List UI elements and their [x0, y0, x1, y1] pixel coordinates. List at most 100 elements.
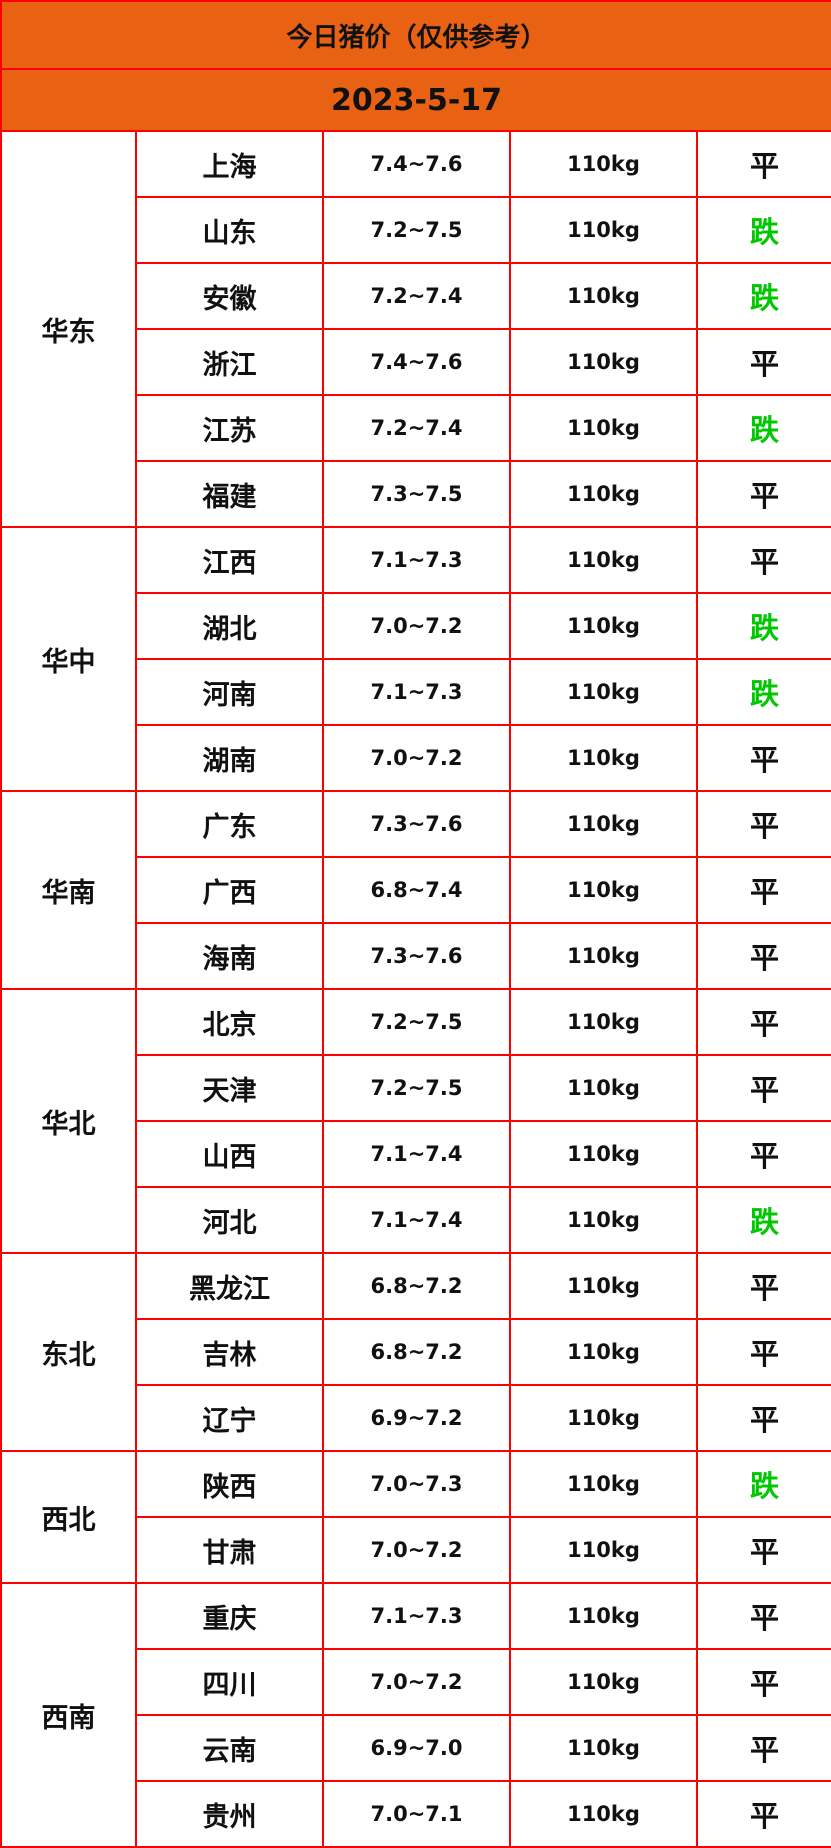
price-cell: 7.0~7.3 — [322, 1450, 511, 1518]
trend-cell: 平 — [695, 1780, 831, 1848]
weight-cell: 110kg — [509, 1252, 698, 1320]
province-cell: 广西 — [135, 856, 324, 924]
weight-cell: 110kg — [509, 1516, 698, 1584]
weight-cell: 110kg — [509, 130, 698, 198]
table-row: 湖南 7.0~7.2 110kg 平 — [1, 724, 831, 792]
trend-cell: 平 — [695, 526, 831, 594]
province-cell: 天津 — [135, 1054, 324, 1122]
price-cell: 7.1~7.3 — [322, 658, 511, 726]
province-cell: 河南 — [135, 658, 324, 726]
trend-cell: 平 — [695, 856, 831, 924]
table-row: 西北 陕西 7.0~7.3 110kg 跌 — [0, 1450, 831, 1584]
weight-cell: 110kg — [509, 262, 698, 330]
price-cell: 7.0~7.1 — [322, 1780, 511, 1848]
province-cell: 陕西 — [135, 1450, 324, 1518]
weight-cell: 110kg — [509, 1054, 698, 1122]
price-cell: 6.8~7.4 — [322, 856, 511, 924]
weight-cell: 110kg — [509, 922, 698, 990]
price-cell: 6.8~7.2 — [322, 1252, 511, 1320]
table-row: 华中 江西 7.1~7.3 110kg 平 — [0, 526, 831, 792]
table-row: 山西 7.1~7.4 110kg 平 — [1, 1120, 831, 1188]
table-row: 华北 北京 7.2~7.5 110kg 平 — [0, 988, 831, 1254]
trend-cell: 跌 — [695, 1450, 831, 1518]
trend-cell: 跌 — [695, 394, 831, 462]
table-row: 云南 6.9~7.0 110kg 平 — [1, 1714, 831, 1782]
weight-cell: 110kg — [509, 1450, 698, 1518]
weight-cell: 110kg — [509, 460, 698, 528]
province-cell: 江苏 — [135, 394, 324, 462]
price-cell: 7.4~7.6 — [322, 130, 511, 198]
weight-cell: 110kg — [509, 1780, 698, 1848]
trend-cell: 平 — [695, 1648, 831, 1716]
table-row: 江苏 7.2~7.4 110kg 跌 — [1, 394, 831, 462]
trend-cell: 跌 — [695, 196, 831, 264]
table-row: 安徽 7.2~7.4 110kg 跌 — [1, 262, 831, 330]
price-cell: 7.0~7.2 — [322, 724, 511, 792]
table-row: 四川 7.0~7.2 110kg 平 — [1, 1648, 831, 1716]
table-row: 西南 重庆 7.1~7.3 110kg 平 — [0, 1582, 831, 1848]
price-cell: 7.1~7.3 — [322, 526, 511, 594]
trend-cell: 平 — [695, 460, 831, 528]
province-cell: 甘肃 — [135, 1516, 324, 1584]
price-cell: 7.3~7.6 — [322, 922, 511, 990]
weight-cell: 110kg — [509, 1318, 698, 1386]
trend-cell: 跌 — [695, 658, 831, 726]
table-row: 山东 7.2~7.5 110kg 跌 — [1, 196, 831, 264]
table-row: 河南 7.1~7.3 110kg 跌 — [1, 658, 831, 726]
table-row: 天津 7.2~7.5 110kg 平 — [1, 1054, 831, 1122]
trend-cell: 平 — [695, 328, 831, 396]
table-row: 甘肃 7.0~7.2 110kg 平 — [1, 1516, 831, 1584]
price-cell: 7.4~7.6 — [322, 328, 511, 396]
region-cell: 华中 — [0, 526, 137, 792]
region-cell: 华东 — [0, 130, 137, 528]
weight-cell: 110kg — [509, 592, 698, 660]
weight-cell: 110kg — [509, 1582, 698, 1650]
table-row: 华东 上海 7.4~7.6 110kg 平 — [0, 130, 831, 528]
price-cell: 7.2~7.4 — [322, 262, 511, 330]
price-cell: 6.9~7.0 — [322, 1714, 511, 1782]
weight-cell: 110kg — [509, 526, 698, 594]
table-row: 河北 7.1~7.4 110kg 跌 — [1, 1186, 831, 1254]
price-cell: 7.1~7.4 — [322, 1186, 511, 1254]
trend-cell: 平 — [695, 1384, 831, 1452]
table-row: 吉林 6.8~7.2 110kg 平 — [1, 1318, 831, 1386]
trend-cell: 平 — [695, 1318, 831, 1386]
price-cell: 7.0~7.2 — [322, 592, 511, 660]
weight-cell: 110kg — [509, 724, 698, 792]
region-cell: 华北 — [0, 988, 137, 1254]
price-cell: 6.8~7.2 — [322, 1318, 511, 1386]
weight-cell: 110kg — [509, 1384, 698, 1452]
province-cell: 山西 — [135, 1120, 324, 1188]
province-cell: 黑龙江 — [135, 1252, 324, 1320]
province-cell: 浙江 — [135, 328, 324, 396]
price-cell: 7.2~7.5 — [322, 1054, 511, 1122]
price-cell: 7.2~7.4 — [322, 394, 511, 462]
price-cell: 7.3~7.6 — [322, 790, 511, 858]
trend-cell: 平 — [695, 1120, 831, 1188]
weight-cell: 110kg — [509, 1186, 698, 1254]
trend-cell: 平 — [695, 988, 831, 1056]
table-title: 今日猪价（仅供参考） — [0, 0, 831, 70]
weight-cell: 110kg — [509, 394, 698, 462]
trend-cell: 平 — [695, 724, 831, 792]
province-cell: 湖北 — [135, 592, 324, 660]
province-cell: 云南 — [135, 1714, 324, 1782]
province-cell: 江西 — [135, 526, 324, 594]
province-cell: 福建 — [135, 460, 324, 528]
province-cell: 河北 — [135, 1186, 324, 1254]
table-row: 广西 6.8~7.4 110kg 平 — [1, 856, 831, 924]
province-cell: 重庆 — [135, 1582, 324, 1650]
region-cell: 东北 — [0, 1252, 137, 1452]
trend-cell: 平 — [695, 1714, 831, 1782]
trend-cell: 平 — [695, 130, 831, 198]
province-cell: 四川 — [135, 1648, 324, 1716]
province-cell: 北京 — [135, 988, 324, 1056]
weight-cell: 110kg — [509, 790, 698, 858]
province-cell: 湖南 — [135, 724, 324, 792]
trend-cell: 跌 — [695, 1186, 831, 1254]
price-cell: 7.0~7.2 — [322, 1516, 511, 1584]
trend-cell: 平 — [695, 1516, 831, 1584]
province-cell: 海南 — [135, 922, 324, 990]
province-cell: 贵州 — [135, 1780, 324, 1848]
